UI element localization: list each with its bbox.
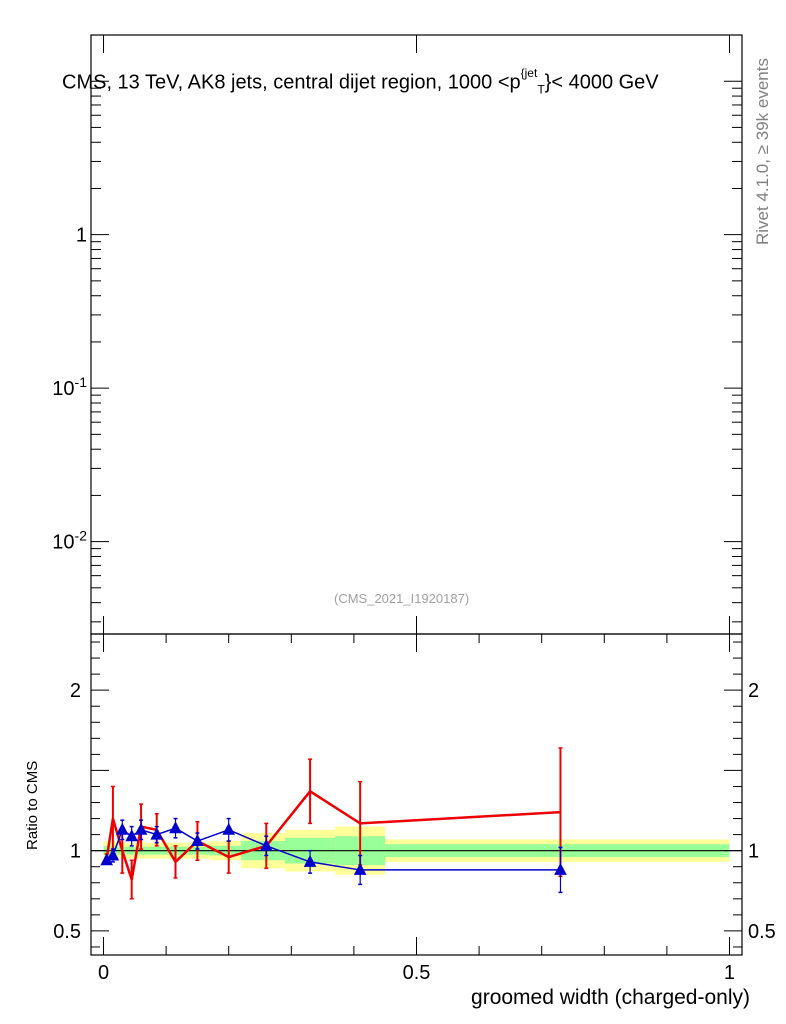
ratio-x-tick-label: 1 xyxy=(724,962,735,984)
ratio-y-tick-label-right: 1 xyxy=(748,841,759,863)
series-blue-marker xyxy=(134,822,148,835)
series-blue-marker xyxy=(554,862,567,875)
ratio-y-tick-label-right: 0.5 xyxy=(748,921,776,943)
series-blue-marker xyxy=(169,821,182,834)
ratio-y-tick-label: 0.5 xyxy=(53,921,81,943)
ratio-x-tick-label: 0.5 xyxy=(403,962,431,984)
main-panel: 1 10-1 10-2 xyxy=(52,34,743,635)
y-axis-label: Ratio to CMS xyxy=(24,760,41,850)
ratio-y-tick-label: 2 xyxy=(70,680,81,702)
series-blue-marker xyxy=(353,862,367,875)
series-blue-marker xyxy=(191,833,204,847)
main-panel-frame xyxy=(90,34,743,635)
series-blue-marker xyxy=(222,822,236,835)
main-y-tick-label: 10-1 xyxy=(52,374,87,400)
ratio-panel-frame xyxy=(90,633,743,956)
main-y-tick-label: 10-2 xyxy=(52,528,87,554)
plot-title-prefix: CMS, 13 TeV, AK8 jets, central dijet reg… xyxy=(62,71,521,94)
series-blue-marker xyxy=(303,854,317,867)
series-blue-marker xyxy=(125,829,139,842)
plot-title: CMS, 13 TeV, AK8 jets, central dijet reg… xyxy=(62,66,659,97)
ratio-y-tick-label-right: 2 xyxy=(748,680,759,702)
series-blue-marker xyxy=(259,838,273,851)
series-blue-marker xyxy=(115,822,129,835)
analysis-id-label: (CMS_2021_I1920187) xyxy=(334,591,470,606)
series-blue-marker xyxy=(150,827,164,840)
main-y-tick-label: 1 xyxy=(76,225,87,247)
ratio-y-tick-label: 1 xyxy=(70,841,81,863)
ratio-panel: 0.5 0.5 1 1 2 2 0 0.5 1 xyxy=(53,633,776,984)
plot-title-sub: T xyxy=(537,82,545,97)
series-blue-marker xyxy=(106,848,120,861)
rivet-version-label: Rivet 4.1.0, ≥ 39k events xyxy=(753,58,772,245)
ratio-x-tick-label: 0 xyxy=(98,962,109,984)
plot-title-suffix: }< 4000 GeV xyxy=(544,71,659,94)
plot-title-sup: {jet xyxy=(520,66,538,80)
x-axis-label: groomed width (charged-only) xyxy=(471,986,750,1009)
